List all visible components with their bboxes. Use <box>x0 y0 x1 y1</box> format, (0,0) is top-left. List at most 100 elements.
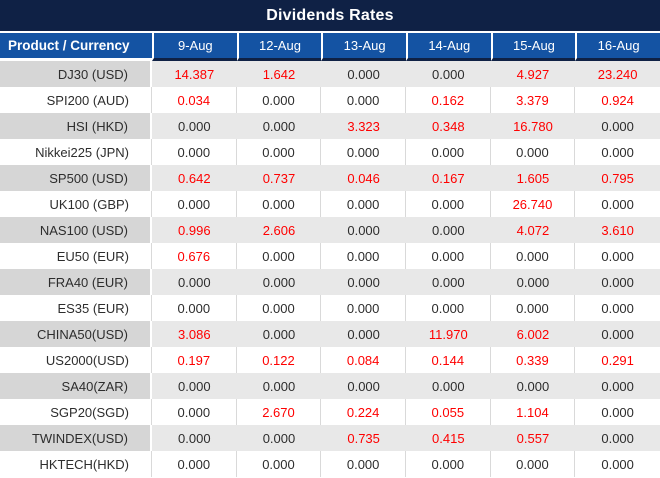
value-cell: 1.642 <box>236 61 322 87</box>
value-cell: 0.000 <box>405 451 491 477</box>
value-cell: 0.000 <box>236 373 322 399</box>
table-row: HKTECH(HKD) 0.000 0.000 0.000 0.000 0.000 0.00… <box>0 451 660 477</box>
value-cell: 0.000 <box>321 217 406 243</box>
table-title: Dividends Rates <box>0 0 660 33</box>
product-cell: SGP20(SGD) <box>0 399 152 425</box>
value-cell: 0.000 <box>575 191 660 217</box>
product-cell: NAS100 (USD) <box>0 217 152 243</box>
table-row: SP500 (USD) 0.642 0.737 0.046 0.167 1.605 0.79… <box>0 165 660 191</box>
value-cell: 0.000 <box>575 269 660 295</box>
value-cell: 0.000 <box>575 321 660 347</box>
product-cell: SA40(ZAR) <box>0 373 152 399</box>
value-cell: 0.000 <box>321 451 406 477</box>
value-cell: 0.000 <box>321 373 406 399</box>
product-cell: HSI (HKD) <box>0 113 152 139</box>
column-header-14-aug: 14-Aug <box>405 33 491 61</box>
value-cell: 0.224 <box>321 399 406 425</box>
value-cell: 0.000 <box>236 295 322 321</box>
value-cell: 0.167 <box>405 165 491 191</box>
value-cell: 0.000 <box>405 243 491 269</box>
column-header-9-aug: 9-Aug <box>152 33 237 61</box>
value-cell: 0.000 <box>490 139 576 165</box>
value-cell: 0.415 <box>405 425 491 451</box>
value-cell: 0.557 <box>490 425 576 451</box>
value-cell: 2.670 <box>236 399 322 425</box>
value-cell: 0.000 <box>405 269 491 295</box>
value-cell: 0.046 <box>321 165 406 191</box>
value-cell: 0.000 <box>152 295 237 321</box>
table-row: HSI (HKD) 0.000 0.000 3.323 0.348 16.780 0.000 <box>0 113 660 139</box>
product-cell: US2000(USD) <box>0 347 152 373</box>
table-row: CHINA50(USD) 3.086 0.000 0.000 11.970 6.002 0.… <box>0 321 660 347</box>
value-cell: 16.780 <box>490 113 576 139</box>
value-cell: 0.000 <box>321 295 406 321</box>
table-row: DJ30 (USD) 14.387 1.642 0.000 0.000 4.927 23.2… <box>0 61 660 87</box>
value-cell: 0.000 <box>405 217 491 243</box>
value-cell: 3.323 <box>321 113 406 139</box>
value-cell: 0.000 <box>152 425 237 451</box>
table-row: FRA40 (EUR) 0.000 0.000 0.000 0.000 0.000 0.00… <box>0 269 660 295</box>
value-cell: 0.000 <box>152 399 237 425</box>
value-cell: 0.000 <box>575 113 660 139</box>
value-cell: 0.000 <box>321 87 406 113</box>
value-cell: 2.606 <box>236 217 322 243</box>
value-cell: 0.084 <box>321 347 406 373</box>
value-cell: 0.000 <box>321 139 406 165</box>
value-cell: 0.000 <box>152 269 237 295</box>
value-cell: 0.000 <box>490 373 576 399</box>
product-cell: Nikkei225 (JPN) <box>0 139 152 165</box>
value-cell: 3.086 <box>152 321 237 347</box>
value-cell: 0.000 <box>405 191 491 217</box>
table-row: SA40(ZAR) 0.000 0.000 0.000 0.000 0.000 0.000 <box>0 373 660 399</box>
value-cell: 0.000 <box>236 191 322 217</box>
value-cell: 11.970 <box>405 321 491 347</box>
value-cell: 0.000 <box>321 61 406 87</box>
value-cell: 0.000 <box>321 243 406 269</box>
value-cell: 0.000 <box>575 425 660 451</box>
value-cell: 26.740 <box>490 191 576 217</box>
table-row: EU50 (EUR) 0.676 0.000 0.000 0.000 0.000 0.000 <box>0 243 660 269</box>
product-cell: FRA40 (EUR) <box>0 269 152 295</box>
value-cell: 0.000 <box>236 321 322 347</box>
value-cell: 1.605 <box>490 165 576 191</box>
value-cell: 0.000 <box>236 87 322 113</box>
column-header-product-currency: Product / Currency <box>0 33 152 61</box>
table-row: US2000(USD) 0.197 0.122 0.084 0.144 0.339 0.29… <box>0 347 660 373</box>
value-cell: 0.000 <box>152 191 237 217</box>
product-cell: UK100 (GBP) <box>0 191 152 217</box>
value-cell: 0.996 <box>152 217 237 243</box>
value-cell: 0.737 <box>236 165 322 191</box>
value-cell: 0.000 <box>152 451 237 477</box>
product-cell: SP500 (USD) <box>0 165 152 191</box>
product-cell: TWINDEX(USD) <box>0 425 152 451</box>
value-cell: 4.072 <box>490 217 576 243</box>
product-cell: EU50 (EUR) <box>0 243 152 269</box>
value-cell: 0.676 <box>152 243 237 269</box>
value-cell: 4.927 <box>490 61 576 87</box>
value-cell: 0.924 <box>575 87 660 113</box>
value-cell: 0.000 <box>236 139 322 165</box>
value-cell: 0.000 <box>236 243 322 269</box>
table-body: DJ30 (USD) 14.387 1.642 0.000 0.000 4.927 23.2… <box>0 61 660 477</box>
column-header-15-aug: 15-Aug <box>490 33 576 61</box>
value-cell: 0.000 <box>405 139 491 165</box>
value-cell: 0.000 <box>321 269 406 295</box>
value-cell: 0.000 <box>405 373 491 399</box>
value-cell: 0.291 <box>575 347 660 373</box>
value-cell: 0.642 <box>152 165 237 191</box>
value-cell: 6.002 <box>490 321 576 347</box>
table-row: TWINDEX(USD) 0.000 0.000 0.735 0.415 0.557 0.0… <box>0 425 660 451</box>
header-row: Product / Currency 9-Aug 12-Aug 13-Aug 14-Au… <box>0 33 660 61</box>
dividends-table: Product / Currency 9-Aug 12-Aug 13-Aug 14-Au… <box>0 33 660 477</box>
value-cell: 0.000 <box>575 451 660 477</box>
column-header-16-aug: 16-Aug <box>575 33 660 61</box>
product-cell: SPI200 (AUD) <box>0 87 152 113</box>
value-cell: 0.000 <box>152 139 237 165</box>
value-cell: 0.795 <box>575 165 660 191</box>
value-cell: 0.735 <box>321 425 406 451</box>
value-cell: 0.000 <box>236 451 322 477</box>
value-cell: 0.000 <box>490 269 576 295</box>
value-cell: 0.339 <box>490 347 576 373</box>
value-cell: 0.000 <box>152 373 237 399</box>
